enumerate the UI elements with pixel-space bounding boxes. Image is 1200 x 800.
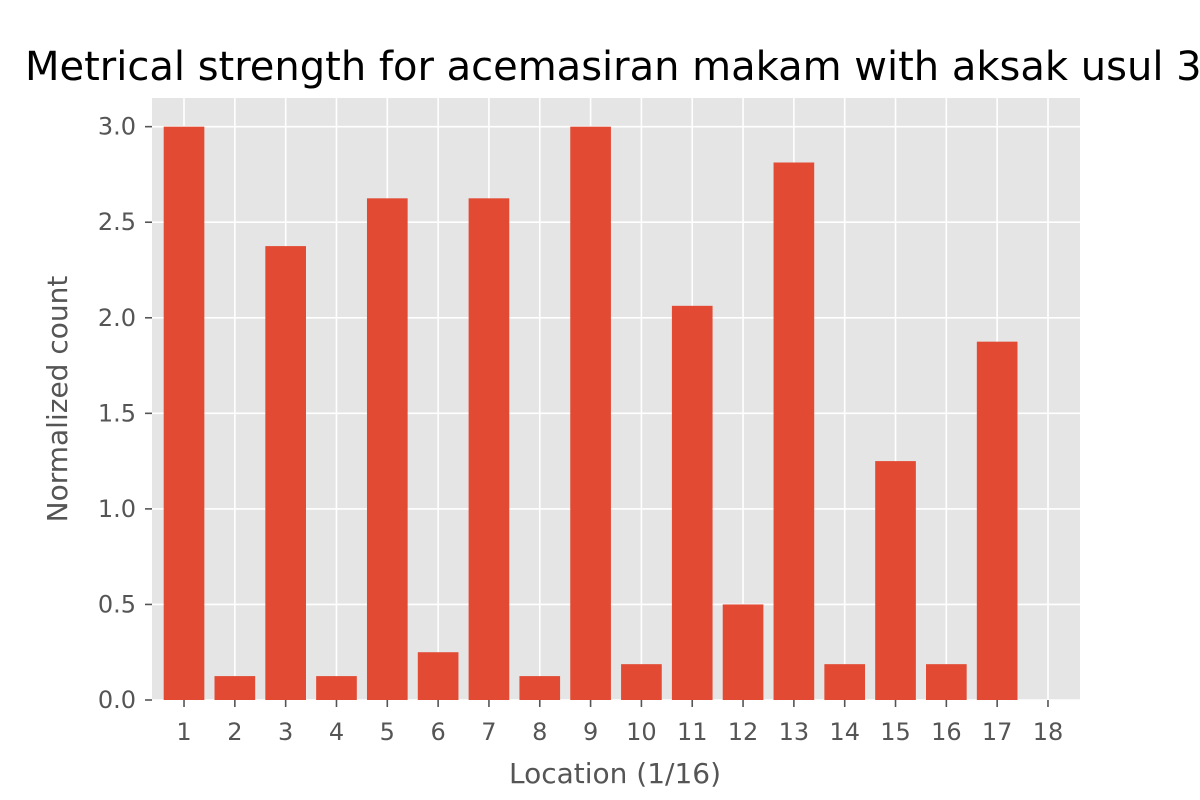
x-axis-label: Location (1/16) <box>509 757 721 790</box>
y-tick-label: 2.5 <box>98 208 136 236</box>
bar-16 <box>926 664 967 700</box>
y-tick-label: 1.5 <box>98 399 136 427</box>
bars <box>163 126 1018 701</box>
y-axis-label: Normalized count <box>41 276 74 523</box>
x-tick-label: 13 <box>779 718 810 746</box>
x-tick-label: 1 <box>176 718 191 746</box>
x-tick-label: 5 <box>380 718 395 746</box>
bar-2 <box>214 676 256 700</box>
x-tick-label: 10 <box>626 718 657 746</box>
bar-5 <box>366 198 408 701</box>
bar-12 <box>722 604 764 700</box>
y-tick-label: 3.0 <box>98 113 136 141</box>
bar-8 <box>519 676 561 700</box>
tick-marks <box>145 125 1049 707</box>
bar-15 <box>875 461 916 700</box>
bar-17 <box>976 341 1018 700</box>
x-tick-label: 12 <box>728 718 759 746</box>
x-tick-label: 15 <box>880 718 911 746</box>
bar-1 <box>163 126 205 700</box>
y-tick-label: 0.5 <box>98 590 136 618</box>
bar-9 <box>570 126 611 700</box>
x-tick-label: 6 <box>430 718 445 746</box>
x-tick-label: 8 <box>532 718 547 746</box>
bar-3 <box>265 246 306 700</box>
x-tick-label: 16 <box>931 718 962 746</box>
bar-14 <box>824 664 866 700</box>
y-tick-label: 1.0 <box>98 495 136 523</box>
x-tick-labels: 1 2 3 4 5 6 7 8 9 10 11 12 13 14 15 16 17 18 <box>176 718 1063 746</box>
y-tick-labels: 0.0 0.5 1.0 1.5 2.0 2.5 3.0 <box>98 113 136 714</box>
x-tick-label: 14 <box>829 718 860 746</box>
x-tick-label: 2 <box>227 718 242 746</box>
x-tick-label: 3 <box>278 718 293 746</box>
x-tick-label: 7 <box>481 718 496 746</box>
bar-13 <box>773 162 815 700</box>
plot-background <box>152 98 1080 700</box>
chart-title: Metrical strength for acemasiran makam w… <box>25 44 1200 90</box>
y-tick-label: 2.0 <box>98 304 136 332</box>
bar-11 <box>671 305 713 700</box>
x-tick-label: 17 <box>982 718 1013 746</box>
x-tick-label: 18 <box>1033 718 1064 746</box>
bar-10 <box>621 664 662 700</box>
x-tick-label: 11 <box>677 718 708 746</box>
bar-7 <box>468 198 510 701</box>
y-tick-label: 0.0 <box>98 686 136 714</box>
bar-4 <box>316 676 357 700</box>
x-tick-label: 4 <box>329 718 344 746</box>
x-tick-label: 9 <box>583 718 598 746</box>
bar-6 <box>417 652 459 700</box>
